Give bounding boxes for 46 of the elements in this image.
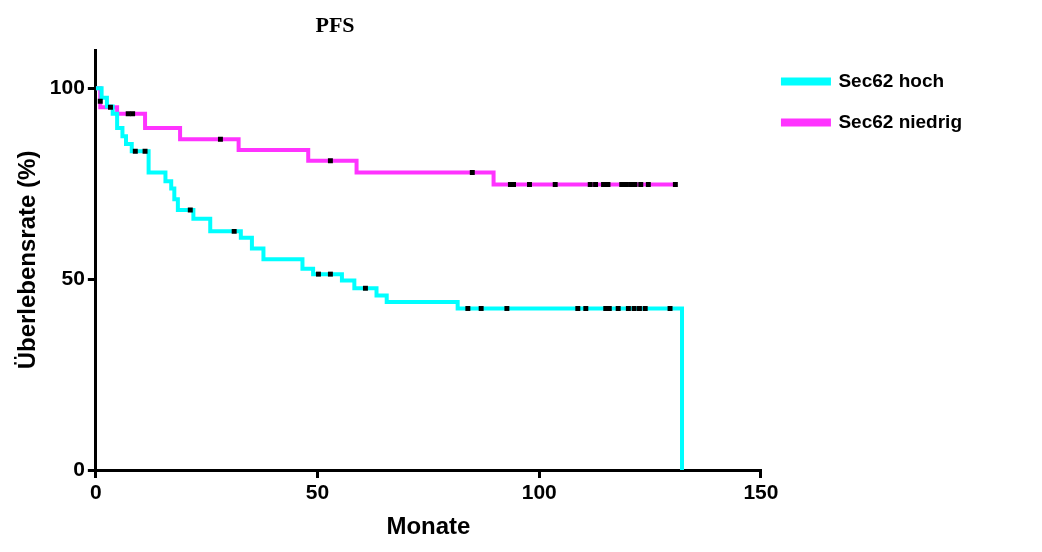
chart-title: PFS: [314, 12, 356, 38]
y-tick-label: 100: [49, 74, 85, 98]
point: [587, 181, 593, 187]
point: [645, 181, 651, 187]
point: [667, 306, 673, 311]
point: [315, 271, 321, 277]
point: [217, 136, 223, 142]
legend-label: Sec62 hoch: [838, 69, 945, 91]
point: [511, 181, 516, 187]
point: [575, 306, 581, 311]
y-tick-label: 50: [61, 265, 85, 289]
x-tick-label: 50: [305, 480, 330, 504]
point: [478, 306, 484, 311]
point: [625, 306, 631, 311]
point: [636, 306, 642, 311]
point: [642, 306, 648, 311]
point: [583, 306, 589, 311]
point: [327, 158, 333, 164]
point: [631, 306, 637, 311]
point: [638, 181, 644, 187]
point: [362, 285, 368, 291]
point: [628, 181, 634, 187]
y-axis-title: Überlebensrate (%): [13, 150, 41, 370]
legend-label: Sec62 niedrig: [838, 110, 963, 132]
point: [130, 111, 136, 117]
y-tick-label: 0: [73, 456, 85, 480]
point: [327, 271, 333, 277]
point: [231, 228, 237, 234]
point: [593, 181, 599, 187]
x-tick-label: 100: [521, 480, 557, 504]
x-axis-title: Monate: [386, 512, 471, 540]
point: [465, 306, 471, 311]
point: [97, 98, 103, 104]
x-tick-label: 150: [743, 480, 779, 504]
point: [552, 181, 558, 187]
point: [527, 181, 532, 187]
point: [108, 104, 113, 110]
point: [619, 181, 625, 187]
point: [504, 306, 510, 311]
point: [469, 170, 475, 176]
point: [672, 181, 678, 187]
x-tick-label: 0: [89, 480, 102, 504]
point: [605, 181, 611, 187]
point: [615, 306, 621, 311]
point: [142, 148, 148, 154]
point: [132, 148, 138, 154]
